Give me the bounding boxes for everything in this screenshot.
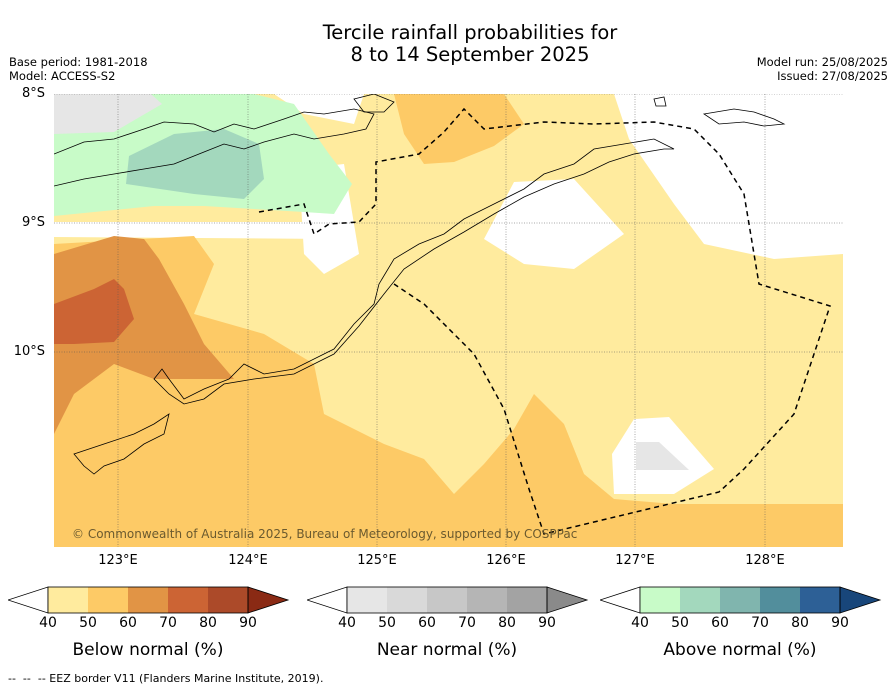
below-normal-60-70-region (54, 236, 234, 434)
cb1-tick-40: 40 (39, 615, 57, 631)
cb2-tick-50: 50 (378, 615, 396, 631)
lon-label-124e: 124°E (228, 553, 268, 568)
white-region-center (484, 179, 624, 269)
white-region-east (614, 94, 843, 259)
below-normal-70-80-region (54, 279, 134, 344)
cb3-title: Above normal (%) (663, 640, 817, 660)
colorbar-near-normal (307, 586, 589, 614)
cb1-tick-50: 50 (79, 615, 97, 631)
above-normal-60-region (126, 129, 264, 199)
cb2-tick-70: 70 (458, 615, 476, 631)
eez-border (258, 107, 831, 535)
cb3-tick-70: 70 (751, 615, 769, 631)
map-title-line1: Tercile rainfall probabilities for (322, 21, 618, 44)
wetar-coast (702, 108, 786, 127)
model-name: Model: ACCESS-S2 (9, 69, 116, 83)
coastlines (54, 94, 786, 475)
base-period: Base period: 1981-2018 (9, 55, 148, 69)
white-region-nw (54, 94, 364, 124)
copyright-notice: © Commonwealth of Australia 2025, Bureau… (72, 527, 577, 541)
cb1-tick-60: 60 (119, 615, 137, 631)
map-title-line2: 8 to 14 September 2025 (350, 43, 590, 66)
cb2-tick-40: 40 (338, 615, 356, 631)
colorbar-below-normal (8, 586, 290, 614)
cb3-tick-40: 40 (631, 615, 649, 631)
eez-footnote: -- -- -- EEZ border V11 (Flanders Marine… (8, 672, 324, 685)
lon-label-127e: 127°E (615, 553, 655, 568)
lon-label-128e: 128°E (745, 553, 785, 568)
cb2-tick-90: 90 (538, 615, 556, 631)
forecast-map: © Commonwealth of Australia 2025, Bureau… (54, 94, 843, 547)
cb2-title: Near normal (%) (376, 640, 518, 660)
cb3-tick-50: 50 (671, 615, 689, 631)
cb1-tick-80: 80 (199, 615, 217, 631)
alor-coast (353, 94, 395, 113)
lon-label-126e: 126°E (486, 553, 526, 568)
cb3-tick-90: 90 (831, 615, 849, 631)
colorbar-above-normal (600, 586, 882, 614)
below-normal-50-60-west (54, 236, 843, 547)
cb1-title: Below normal (%) (72, 640, 224, 660)
lon-label-125e: 125°E (357, 553, 397, 568)
cb1-tick-70: 70 (159, 615, 177, 631)
lat-label-10s: 10°S (13, 344, 45, 359)
rote-sawu-coast (73, 413, 170, 475)
timor-coast (153, 138, 675, 405)
near-normal-50-nw (54, 94, 162, 134)
model-run: Model run: 25/08/2025 (756, 55, 888, 69)
cb1-tick-90: 90 (239, 615, 257, 631)
small-island-e (653, 96, 667, 107)
cb3-tick-60: 60 (711, 615, 729, 631)
flores-coast (54, 108, 375, 187)
cb2-tick-60: 60 (418, 615, 436, 631)
lat-label-8s: 8°S (21, 86, 45, 101)
lat-label-9s: 9°S (21, 215, 45, 230)
lon-label-123e: 123°E (98, 553, 138, 568)
cb3-tick-80: 80 (791, 615, 809, 631)
white-region-strip (54, 222, 344, 239)
cb2-tick-80: 80 (498, 615, 516, 631)
issued-date: Issued: 27/08/2025 (777, 69, 888, 83)
near-normal-50-se (636, 442, 689, 470)
gridlines (54, 94, 843, 547)
